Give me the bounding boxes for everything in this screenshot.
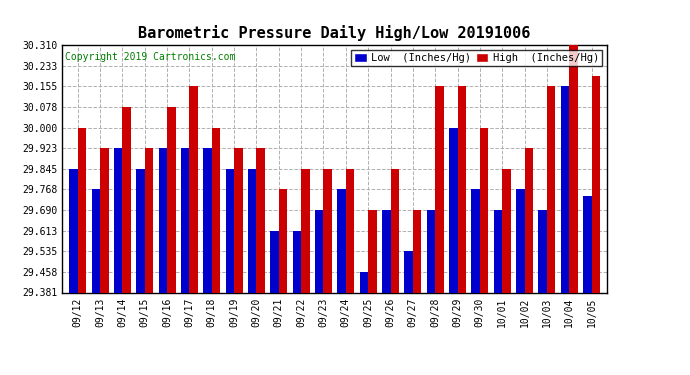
Bar [301,169,310,292]
Bar [561,86,569,292]
Bar [69,169,78,292]
Bar [204,148,212,292]
Bar [226,169,234,292]
Bar [359,272,368,292]
Bar [279,189,287,292]
Bar [248,169,257,292]
Bar [78,128,86,292]
Bar [538,210,547,292]
Bar [471,189,480,292]
Bar [457,86,466,292]
Bar [315,210,324,292]
Bar [167,107,175,292]
Bar [391,169,399,292]
Bar [583,195,591,292]
Bar [190,86,198,292]
Bar [337,189,346,292]
Bar [547,86,555,292]
Bar [480,128,489,292]
Bar [404,252,413,292]
Bar [368,210,377,292]
Bar [435,86,444,292]
Bar [324,169,332,292]
Bar [449,128,457,292]
Bar [591,76,600,292]
Bar [234,148,243,292]
Bar [145,148,153,292]
Bar [212,128,220,292]
Bar [293,231,301,292]
Bar [257,148,265,292]
Bar [502,169,511,292]
Bar [346,169,354,292]
Bar [382,210,391,292]
Bar [100,148,108,292]
Legend: Low  (Inches/Hg), High  (Inches/Hg): Low (Inches/Hg), High (Inches/Hg) [351,50,602,66]
Bar [136,169,145,292]
Bar [270,231,279,292]
Bar [92,189,100,292]
Title: Barometric Pressure Daily High/Low 20191006: Barometric Pressure Daily High/Low 20191… [139,25,531,41]
Bar [569,45,578,292]
Bar [413,210,422,292]
Bar [494,210,502,292]
Bar [114,148,122,292]
Bar [426,210,435,292]
Bar [122,107,131,292]
Bar [524,148,533,292]
Bar [159,148,167,292]
Text: Copyright 2019 Cartronics.com: Copyright 2019 Cartronics.com [65,53,235,62]
Bar [516,189,524,292]
Bar [181,148,190,292]
